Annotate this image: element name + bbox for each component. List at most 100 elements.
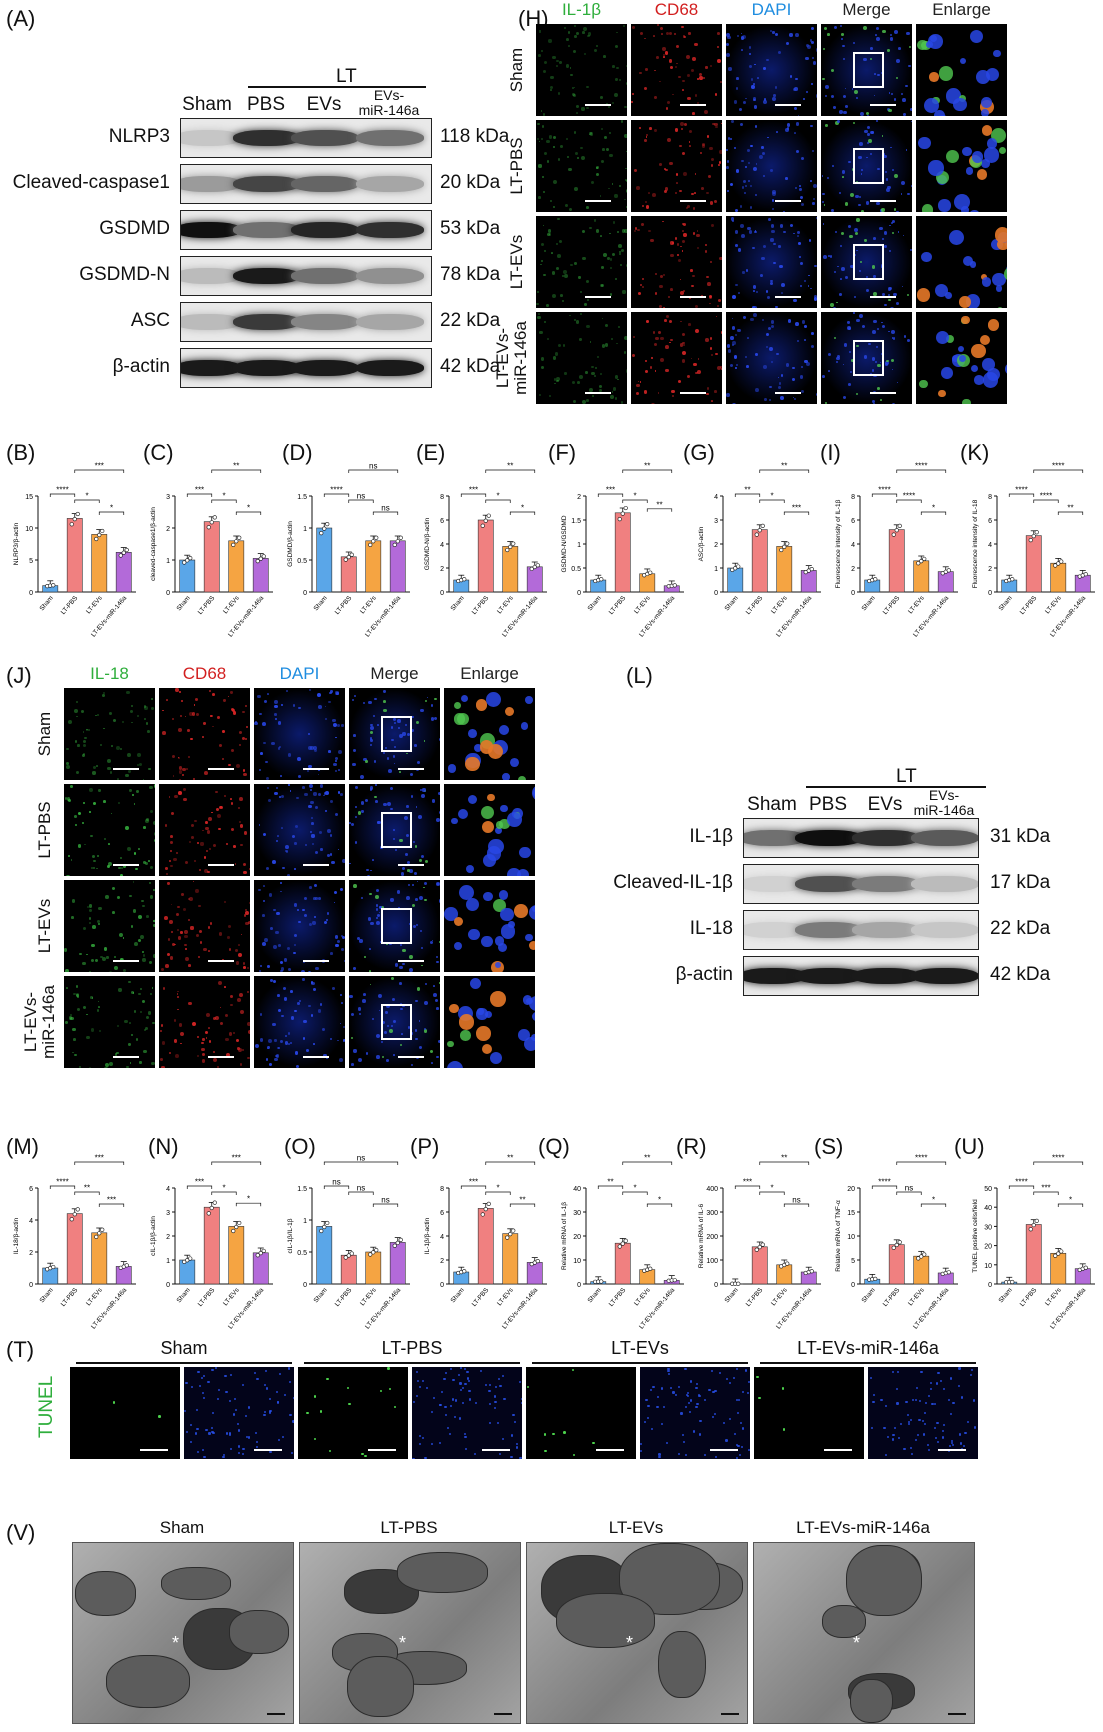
data-point (1028, 1227, 1033, 1232)
cell-signal (681, 25, 684, 29)
cell-signal (288, 1032, 291, 1035)
cell-signal (129, 1022, 131, 1024)
cell-signal (192, 1022, 197, 1027)
cell-signal (349, 994, 353, 999)
cell-signal (108, 971, 112, 972)
cell-signal (769, 30, 773, 33)
cell-signal (364, 956, 366, 959)
cell-signal (882, 29, 886, 33)
cell-signal (958, 354, 967, 363)
cell-signal (174, 794, 178, 799)
cell-signal (507, 868, 521, 876)
cell-signal (742, 101, 746, 105)
data-point (69, 522, 74, 527)
cell-signal (656, 55, 660, 59)
cell-signal (453, 916, 464, 927)
cell-signal (319, 784, 324, 789)
cell-signal (889, 33, 892, 36)
cell-signal (367, 917, 371, 921)
molecular-weight-label: 53 kDa (440, 218, 501, 239)
cell-signal (274, 700, 278, 704)
cell-signal (186, 768, 189, 770)
cell-signal (829, 255, 833, 258)
micrograph (159, 688, 250, 780)
cell-signal (696, 78, 699, 80)
cell-signal (394, 963, 399, 967)
cell-signal (747, 226, 751, 231)
cell-signal (717, 366, 722, 371)
cell-signal (439, 940, 440, 943)
protein-band (911, 830, 978, 846)
cell-signal (786, 123, 791, 128)
cell-signal (184, 1409, 187, 1412)
cell-signal (263, 900, 266, 903)
cell-signal (883, 154, 887, 159)
cell-signal (888, 293, 891, 296)
cell-signal (787, 319, 792, 323)
cell-signal (585, 279, 589, 283)
scale-bar (710, 1449, 738, 1451)
micrograph (349, 976, 440, 1068)
data-point (368, 1252, 373, 1257)
data-point (462, 577, 467, 582)
x-tick-label: Sham (724, 595, 740, 613)
cell-signal (299, 999, 302, 1002)
significance-label: ** (84, 1184, 90, 1193)
cell-signal (835, 360, 838, 363)
blot-row-label: Cleaved-caspase1 (12, 172, 170, 193)
cell-signal (653, 331, 656, 334)
cell-signal (639, 283, 643, 287)
cell-signal (603, 253, 607, 257)
cell-signal (867, 133, 870, 137)
cell-signal (962, 398, 971, 404)
cell-signal (404, 853, 408, 856)
cell-signal (301, 969, 306, 972)
protein-band (356, 360, 424, 376)
cell-signal (277, 746, 281, 750)
cell-signal (768, 218, 772, 222)
cell-signal (875, 120, 878, 123)
cell-signal (665, 345, 670, 349)
cell-signal (286, 690, 288, 692)
cell-signal (76, 995, 80, 999)
significance-label: *** (232, 1154, 241, 1163)
cell-signal (891, 329, 896, 334)
significance-bracket (622, 1161, 673, 1165)
cell-signal (901, 92, 904, 96)
cell-signal (236, 1422, 239, 1425)
cell-signal (370, 869, 372, 872)
data-point (1028, 538, 1033, 543)
cell-signal (618, 253, 621, 256)
cell-signal (212, 1058, 217, 1063)
data-point (648, 1266, 653, 1271)
cell-signal (897, 47, 901, 51)
y-tick-label: 1 (166, 1258, 170, 1265)
cell-signal (255, 1440, 258, 1443)
cell-signal (933, 1426, 937, 1430)
cell-signal (263, 741, 266, 745)
significance-bracket (597, 493, 624, 497)
cell-signal (192, 880, 195, 883)
data-point (231, 542, 236, 547)
cell-signal (151, 698, 153, 701)
cell-signal (96, 714, 100, 717)
cell-signal (145, 722, 149, 725)
cell-signal (777, 385, 782, 389)
data-point (374, 535, 379, 540)
bar (502, 1233, 519, 1285)
blot-strip (180, 302, 432, 342)
cell-signal (942, 1436, 945, 1439)
cell-signal (354, 841, 357, 844)
cell-signal (326, 829, 331, 834)
cell-signal (240, 933, 243, 936)
cell-signal (571, 380, 575, 385)
cell-signal (891, 368, 894, 371)
cell-signal (976, 69, 991, 84)
cell-signal (908, 1420, 911, 1423)
cell-signal (701, 294, 703, 297)
cell-signal (139, 988, 142, 991)
molecular-weight-label: 31 kDa (990, 826, 1051, 847)
cell-signal (934, 110, 946, 116)
cell-signal (801, 320, 806, 324)
cell-signal (934, 1437, 937, 1440)
